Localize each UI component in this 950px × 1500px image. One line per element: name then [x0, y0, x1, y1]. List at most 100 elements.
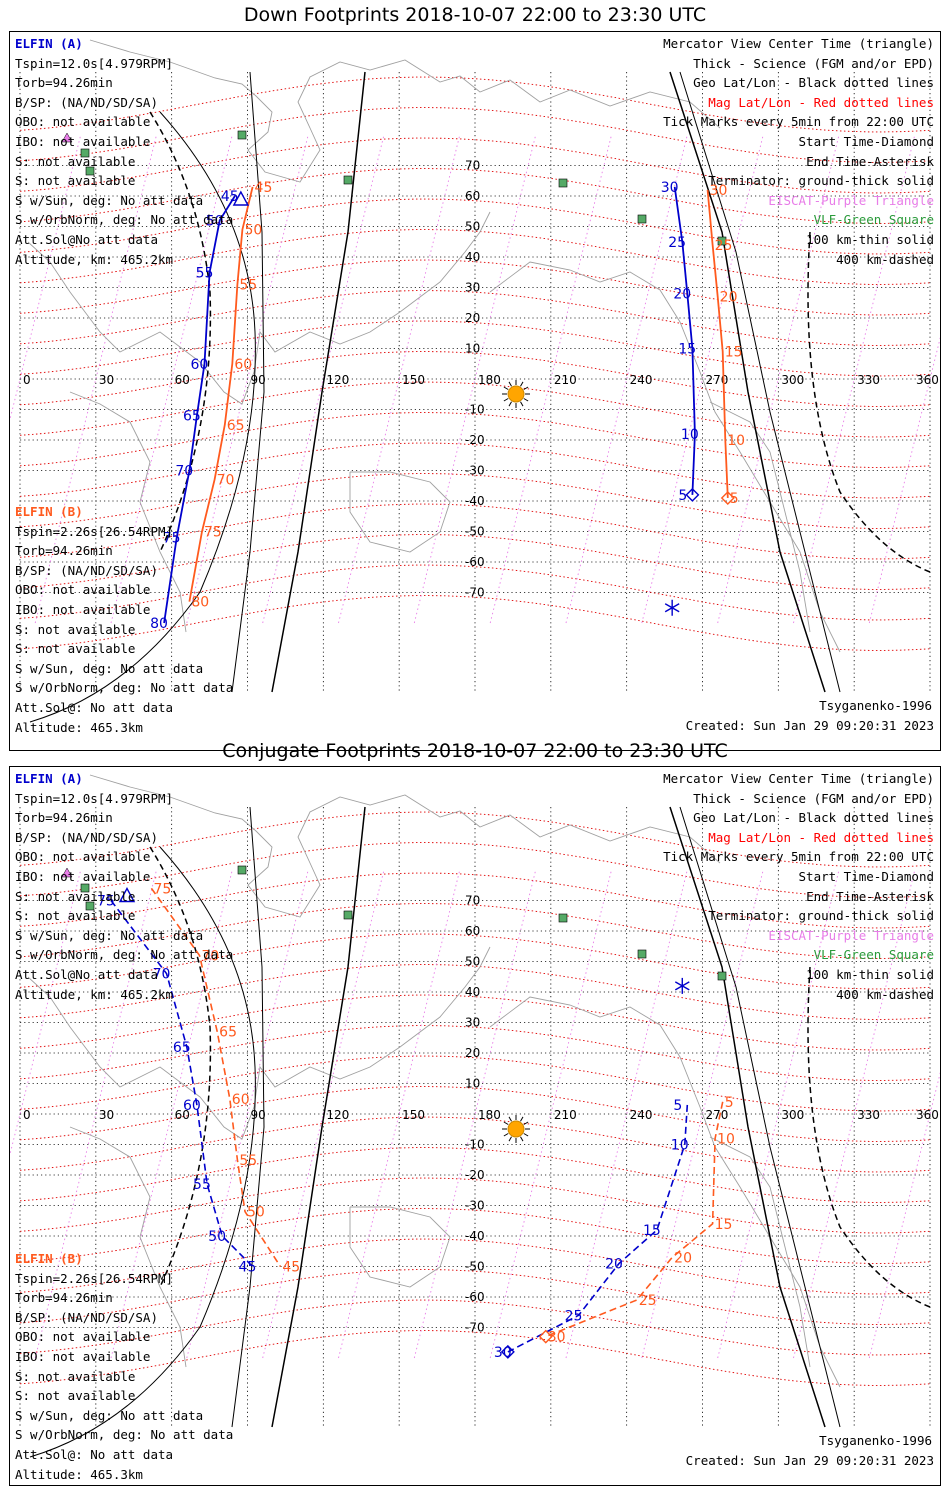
lon-tick-label: 30	[99, 373, 114, 387]
lat-tick-label: 60	[465, 924, 480, 938]
elfin-b-track	[150, 887, 282, 1267]
mag-parallel-line	[19, 1025, 931, 1081]
elfin-b-tick-label: 50	[244, 223, 262, 239]
lon-tick-label: 270	[706, 1108, 729, 1122]
lon-tick-label: 300	[781, 373, 804, 387]
info-line: B/SP: (NA/ND/SD/SA)	[15, 1309, 158, 1325]
start-diamond	[538, 1329, 553, 1344]
boundary-400km	[149, 846, 212, 1288]
elfin-b-tick-label: 5	[725, 1095, 734, 1111]
lat-tick-label: 50	[465, 220, 480, 234]
sun-ray	[503, 1121, 509, 1125]
mag-parallel-line	[19, 107, 931, 163]
lon-tick-label: 360	[916, 1108, 939, 1122]
terminator-ground	[669, 806, 826, 1428]
lat-tick-label: -70	[465, 1321, 485, 1335]
elfin-a-info: ELFIN (A) Tspin=12.0s[4.979RPM] Torb=94.…	[15, 34, 233, 269]
mag-parallel-line	[19, 1086, 931, 1142]
mag-meridian-line	[110, 134, 233, 624]
vlf-station-square	[343, 910, 353, 920]
info-line: Torb=94.26min	[15, 75, 113, 91]
sun-ray	[523, 398, 529, 402]
mag-meridian-line	[793, 134, 916, 624]
elfin-b-track	[545, 1101, 724, 1338]
legend-line: End Time-Asterisk	[806, 888, 934, 904]
terminator-ground	[271, 71, 366, 693]
lon-tick-label: 150	[402, 1108, 425, 1122]
mag-parallel-line	[19, 994, 931, 1051]
mag-parallel-line	[19, 76, 931, 133]
legend-line: Geo Lat/Lon - Black dotted lines	[693, 810, 934, 826]
legend-line: Mag Lat/Lon - Red dotted lines	[708, 94, 934, 110]
elfin-b-tick-label: 15	[715, 1217, 733, 1233]
info-line: OBO: not available	[15, 114, 151, 130]
vlf-station-square	[85, 166, 95, 176]
mag-parallel-line	[19, 290, 931, 346]
legend-line: Geo Lat/Lon - Black dotted lines	[693, 75, 934, 91]
lat-tick-label: 70	[465, 894, 480, 908]
elfin-b-tick-label: 20	[720, 290, 738, 306]
lat-tick-label: 30	[465, 1016, 480, 1030]
lat-tick-label: 20	[465, 311, 480, 325]
info-line: S: not available	[15, 1368, 136, 1384]
sun-icon	[507, 1120, 525, 1138]
mag-parallel-line	[19, 259, 931, 316]
legend-line: Tick Marks every 5min from 22:00 UTC	[663, 849, 934, 865]
legend-line: Terminator: ground-thick solid	[708, 908, 934, 924]
start-diamond	[685, 487, 700, 502]
legend-line: 400 km-dashed	[836, 986, 934, 1002]
info-line: S: not available	[15, 908, 136, 924]
info-line: Att.Sol@: No att data	[15, 1446, 174, 1462]
vlf-station-square	[80, 148, 90, 158]
info-line: IBO: not available	[15, 601, 151, 617]
mag-parallel-line	[19, 381, 931, 438]
lon-tick-label: 240	[630, 1108, 653, 1122]
mag-parallel-line	[19, 1147, 931, 1203]
legend-line: End Time-Asterisk	[806, 153, 934, 169]
mag-parallel-line	[19, 473, 931, 529]
elfin-b-info: ELFIN (B) Tspin=2.26s[26.54RPM] Torb=94.…	[15, 1249, 233, 1484]
boundary-400km	[807, 966, 931, 1308]
elfin-b-tick-label: 30	[548, 1330, 566, 1346]
lat-tick-label: 40	[465, 250, 480, 264]
lat-tick-label: -10	[465, 403, 485, 417]
sun-ray	[523, 386, 529, 390]
info-line: S w/Sun, deg: No att data	[15, 192, 204, 208]
mag-parallel-line	[19, 412, 931, 468]
lon-tick-label: 0	[23, 1108, 31, 1122]
end-asterisk	[664, 603, 680, 613]
vlf-station-square	[558, 178, 568, 188]
info-line: Tspin=12.0s[4.979RPM]	[15, 790, 174, 806]
elfin-b-tick-label: 10	[727, 433, 745, 449]
mag-parallel-line	[19, 229, 931, 285]
info-line: IBO: not available	[15, 868, 151, 884]
mag-meridian-line	[110, 869, 233, 1359]
terminator-100km	[679, 806, 841, 1428]
info-line: S w/OrbNorm, deg: No att data	[15, 1427, 234, 1443]
lat-tick-label: 10	[465, 1077, 480, 1091]
elfin-b-info: ELFIN (B) Tspin=2.26s[26.54RPM] Torb=94.…	[15, 502, 233, 737]
elfin-a-tick-label: 15	[678, 342, 696, 358]
info-line: S: not available	[15, 153, 136, 169]
lat-tick-label: -70	[465, 586, 485, 600]
legend-line: Start Time-Diamond	[798, 133, 934, 149]
elfin-b-tick-label: 10	[717, 1131, 735, 1147]
info-line: S: not available	[15, 621, 136, 637]
terminator-100km	[231, 806, 265, 1428]
elfin-b-tick-label: 60	[234, 357, 252, 373]
vlf-station-square	[717, 236, 727, 246]
model-label: Tsyganenko-1996	[819, 1433, 932, 1448]
mag-meridian-line	[717, 134, 840, 624]
vlf-station-square	[717, 971, 727, 981]
elfin-b-tick-label: 55	[239, 277, 257, 293]
lon-tick-label: 330	[857, 373, 880, 387]
info-line: S: not available	[15, 888, 136, 904]
mag-meridian-line	[793, 869, 916, 1359]
boundary-100km	[29, 111, 256, 723]
elfin-b-tick-label: 60	[232, 1092, 250, 1108]
elfin-b-tick-label: 65	[227, 418, 245, 434]
lat-tick-label: 60	[465, 189, 480, 203]
info-line: B/SP: (NA/ND/SD/SA)	[15, 94, 158, 110]
elfin-a-tick-label: 45	[221, 189, 239, 205]
info-line: B/SP: (NA/ND/SD/SA)	[15, 829, 158, 845]
